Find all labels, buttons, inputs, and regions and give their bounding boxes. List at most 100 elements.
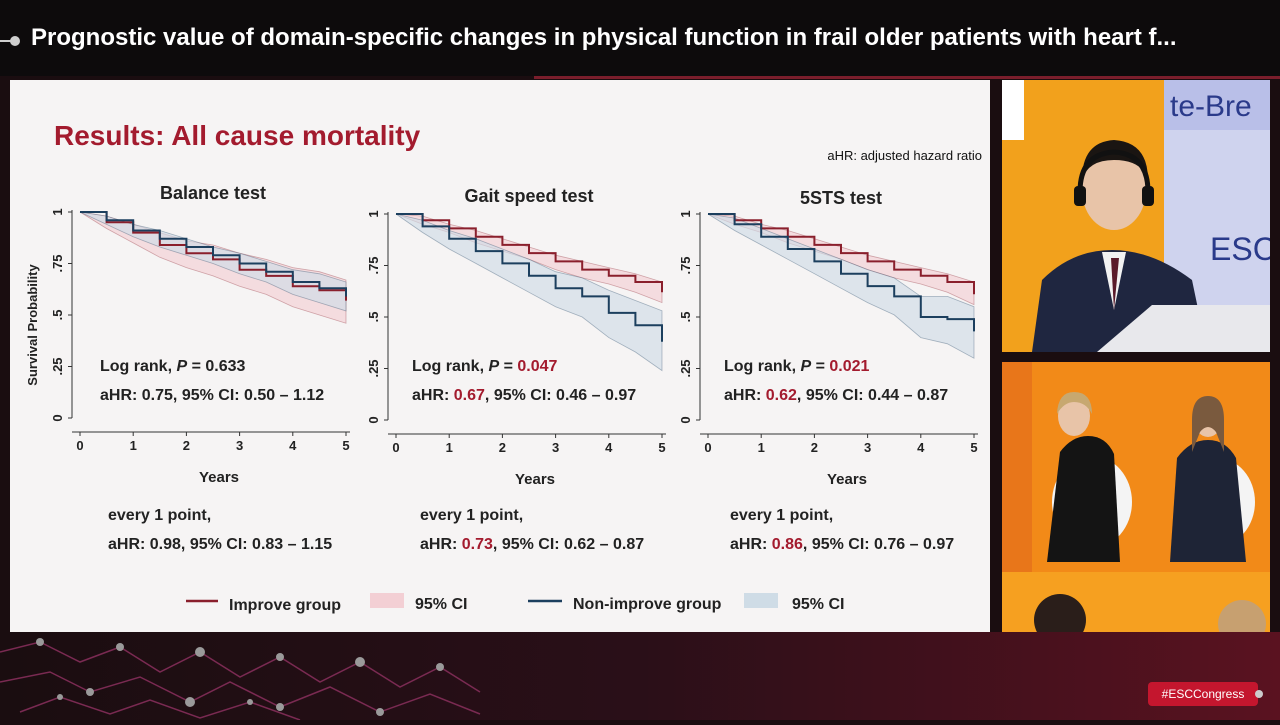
timeline-line [0, 40, 12, 42]
y-tick-label-3-1: .25 [678, 359, 693, 377]
ahr-stat-2: aHR: 0.67, 95% CI: 0.46 – 0.97 [412, 387, 636, 404]
p-equals: = [187, 358, 205, 375]
p-equals: = [811, 358, 829, 375]
per-point-ahr-1: aHR: 0.98, 95% CI: 0.83 – 1.15 [108, 536, 332, 553]
survival-charts: Balance test 0 .25 .5 .75 1 0 1 2 3 4 5 Years Surviva… [25, 183, 978, 614]
panel-video [1002, 362, 1270, 632]
survival-line-nonimprove-1 [80, 211, 347, 297]
logrank-stat-2: Log rank, P = 0.047 [412, 358, 558, 375]
congress-hashtag-badge: #ESCCongress [1148, 682, 1258, 706]
timeline-dot-icon [10, 36, 20, 46]
x-tick-label-1-0: 0 [76, 438, 83, 453]
x-tick-label-2-5: 5 [658, 440, 665, 455]
abbreviation-note: aHR: adjusted hazard ratio [827, 148, 982, 163]
ahr-stat-3: aHR: 0.62, 95% CI: 0.44 – 0.87 [724, 387, 948, 404]
y-tick-label-1-4: 1 [50, 208, 65, 215]
p-value: 0.047 [517, 358, 557, 375]
ahr-value: 0.67 [454, 387, 485, 404]
y-tick-label-1-0: 0 [50, 414, 65, 421]
p-value: 0.021 [829, 358, 869, 375]
ahr-value: 0.62 [766, 387, 797, 404]
pp-ahr-ci: , 95% CI: 0.83 – 1.15 [181, 536, 332, 553]
logrank-stat-3: Log rank, P = 0.021 [724, 358, 870, 375]
per-point-label-3: every 1 point, [730, 507, 833, 524]
survival-line-nonimprove-2 [396, 213, 663, 342]
legend-nonimprove-ci-label: 95% CI [792, 596, 844, 613]
legend-improve-ci-label: 95% CI [415, 596, 467, 613]
x-axis-label-3: Years [827, 471, 867, 488]
logrank-label: Log rank, [412, 358, 488, 375]
ahr-stat-1: aHR: 0.75, 95% CI: 0.50 – 1.12 [100, 387, 324, 404]
logrank-stat-1: Log rank, P = 0.633 [100, 358, 246, 375]
x-tick-label-3-2: 2 [811, 440, 818, 455]
slide-heading: Results: All cause mortality [54, 120, 421, 151]
header-accent-line [534, 76, 1280, 79]
speaker-video: te-Bre ESC [1002, 80, 1270, 352]
chart-title-1: Balance test [160, 183, 266, 203]
y-tick-label-3-2: .5 [678, 312, 693, 323]
ci-band-nonimprove-3 [707, 213, 975, 359]
p-label: P [488, 358, 499, 375]
badge-dot-icon [1255, 690, 1263, 698]
x-axis-label-1: Years [199, 469, 239, 486]
y-tick-label-1-3: .75 [50, 254, 65, 272]
logrank-label: Log rank, [100, 358, 176, 375]
per-point-label-2: every 1 point, [420, 507, 523, 524]
y-tick-label-1-1: .25 [50, 357, 65, 375]
pp-ahr-label: aHR: [730, 536, 772, 553]
banner-text: te-Bre [1170, 90, 1252, 123]
per-point-ahr-3: aHR: 0.86, 95% CI: 0.76 – 0.97 [730, 536, 954, 553]
x-tick-label-2-1: 1 [446, 440, 453, 455]
pp-ahr-ci: , 95% CI: 0.62 – 0.87 [493, 536, 644, 553]
footer-band [0, 632, 1280, 721]
session-title: Prognostic value of domain-specific chan… [31, 24, 1177, 51]
slide: Results: All cause mortality aHR: adjust… [10, 80, 990, 632]
y-tick-label-1-2: .5 [50, 310, 65, 321]
ahr-ci: , 95% CI: 0.44 – 0.87 [797, 387, 948, 404]
ahr-label: aHR: [100, 387, 142, 404]
y-tick-label-2-0: 0 [366, 416, 381, 423]
x-tick-label-2-2: 2 [499, 440, 506, 455]
chart-title-2: Gait speed test [464, 186, 593, 206]
x-tick-label-3-5: 5 [970, 440, 977, 455]
speaker-scene: te-Bre ESC [1002, 80, 1270, 352]
legend-nonimprove-label: Non-improve group [573, 596, 722, 613]
x-tick-label-3-4: 4 [917, 440, 925, 455]
x-tick-label-3-0: 0 [704, 440, 711, 455]
p-label: P [800, 358, 811, 375]
ci-band-nonimprove-1 [79, 211, 347, 312]
y-tick-label-3-4: 1 [678, 210, 693, 217]
chart-title-3: 5STS test [800, 188, 882, 208]
legend-improve-ci-swatch [370, 593, 404, 608]
x-tick-label-3-3: 3 [864, 440, 871, 455]
ahr-label: aHR: [412, 387, 454, 404]
ci-band-nonimprove-2 [395, 213, 663, 372]
y-tick-label-2-1: .25 [366, 359, 381, 377]
x-tick-label-2-4: 4 [605, 440, 613, 455]
ahr-ci: , 95% CI: 0.46 – 0.97 [485, 387, 636, 404]
ahr-ci: , 95% CI: 0.50 – 1.12 [173, 387, 324, 404]
survival-line-improve-3 [708, 213, 975, 295]
survival-line-improve-2 [396, 213, 663, 293]
x-tick-label-1-3: 3 [236, 438, 243, 453]
p-value: 0.633 [205, 358, 245, 375]
pp-ahr-value: 0.86 [772, 536, 803, 553]
y-tick-label-2-2: .5 [366, 312, 381, 323]
x-tick-label-1-5: 5 [342, 438, 349, 453]
pp-ahr-label: aHR: [420, 536, 462, 553]
pp-ahr-value: 0.73 [462, 536, 493, 553]
decorative-network-graphic [0, 638, 481, 721]
pp-ahr-ci: , 95% CI: 0.76 – 0.97 [803, 536, 954, 553]
x-tick-label-1-4: 4 [289, 438, 297, 453]
x-tick-label-1-2: 2 [183, 438, 190, 453]
pp-ahr-label: aHR: [108, 536, 150, 553]
survival-line-nonimprove-3 [708, 213, 975, 332]
x-tick-label-2-0: 0 [392, 440, 399, 455]
legend-improve-label: Improve group [229, 597, 341, 614]
pp-ahr-value: 0.98 [150, 536, 181, 553]
x-tick-label-1-1: 1 [130, 438, 137, 453]
ahr-value: 0.75 [142, 387, 173, 404]
y-tick-label-2-3: .75 [366, 256, 381, 274]
p-equals: = [499, 358, 517, 375]
x-axis-label-2: Years [515, 471, 555, 488]
